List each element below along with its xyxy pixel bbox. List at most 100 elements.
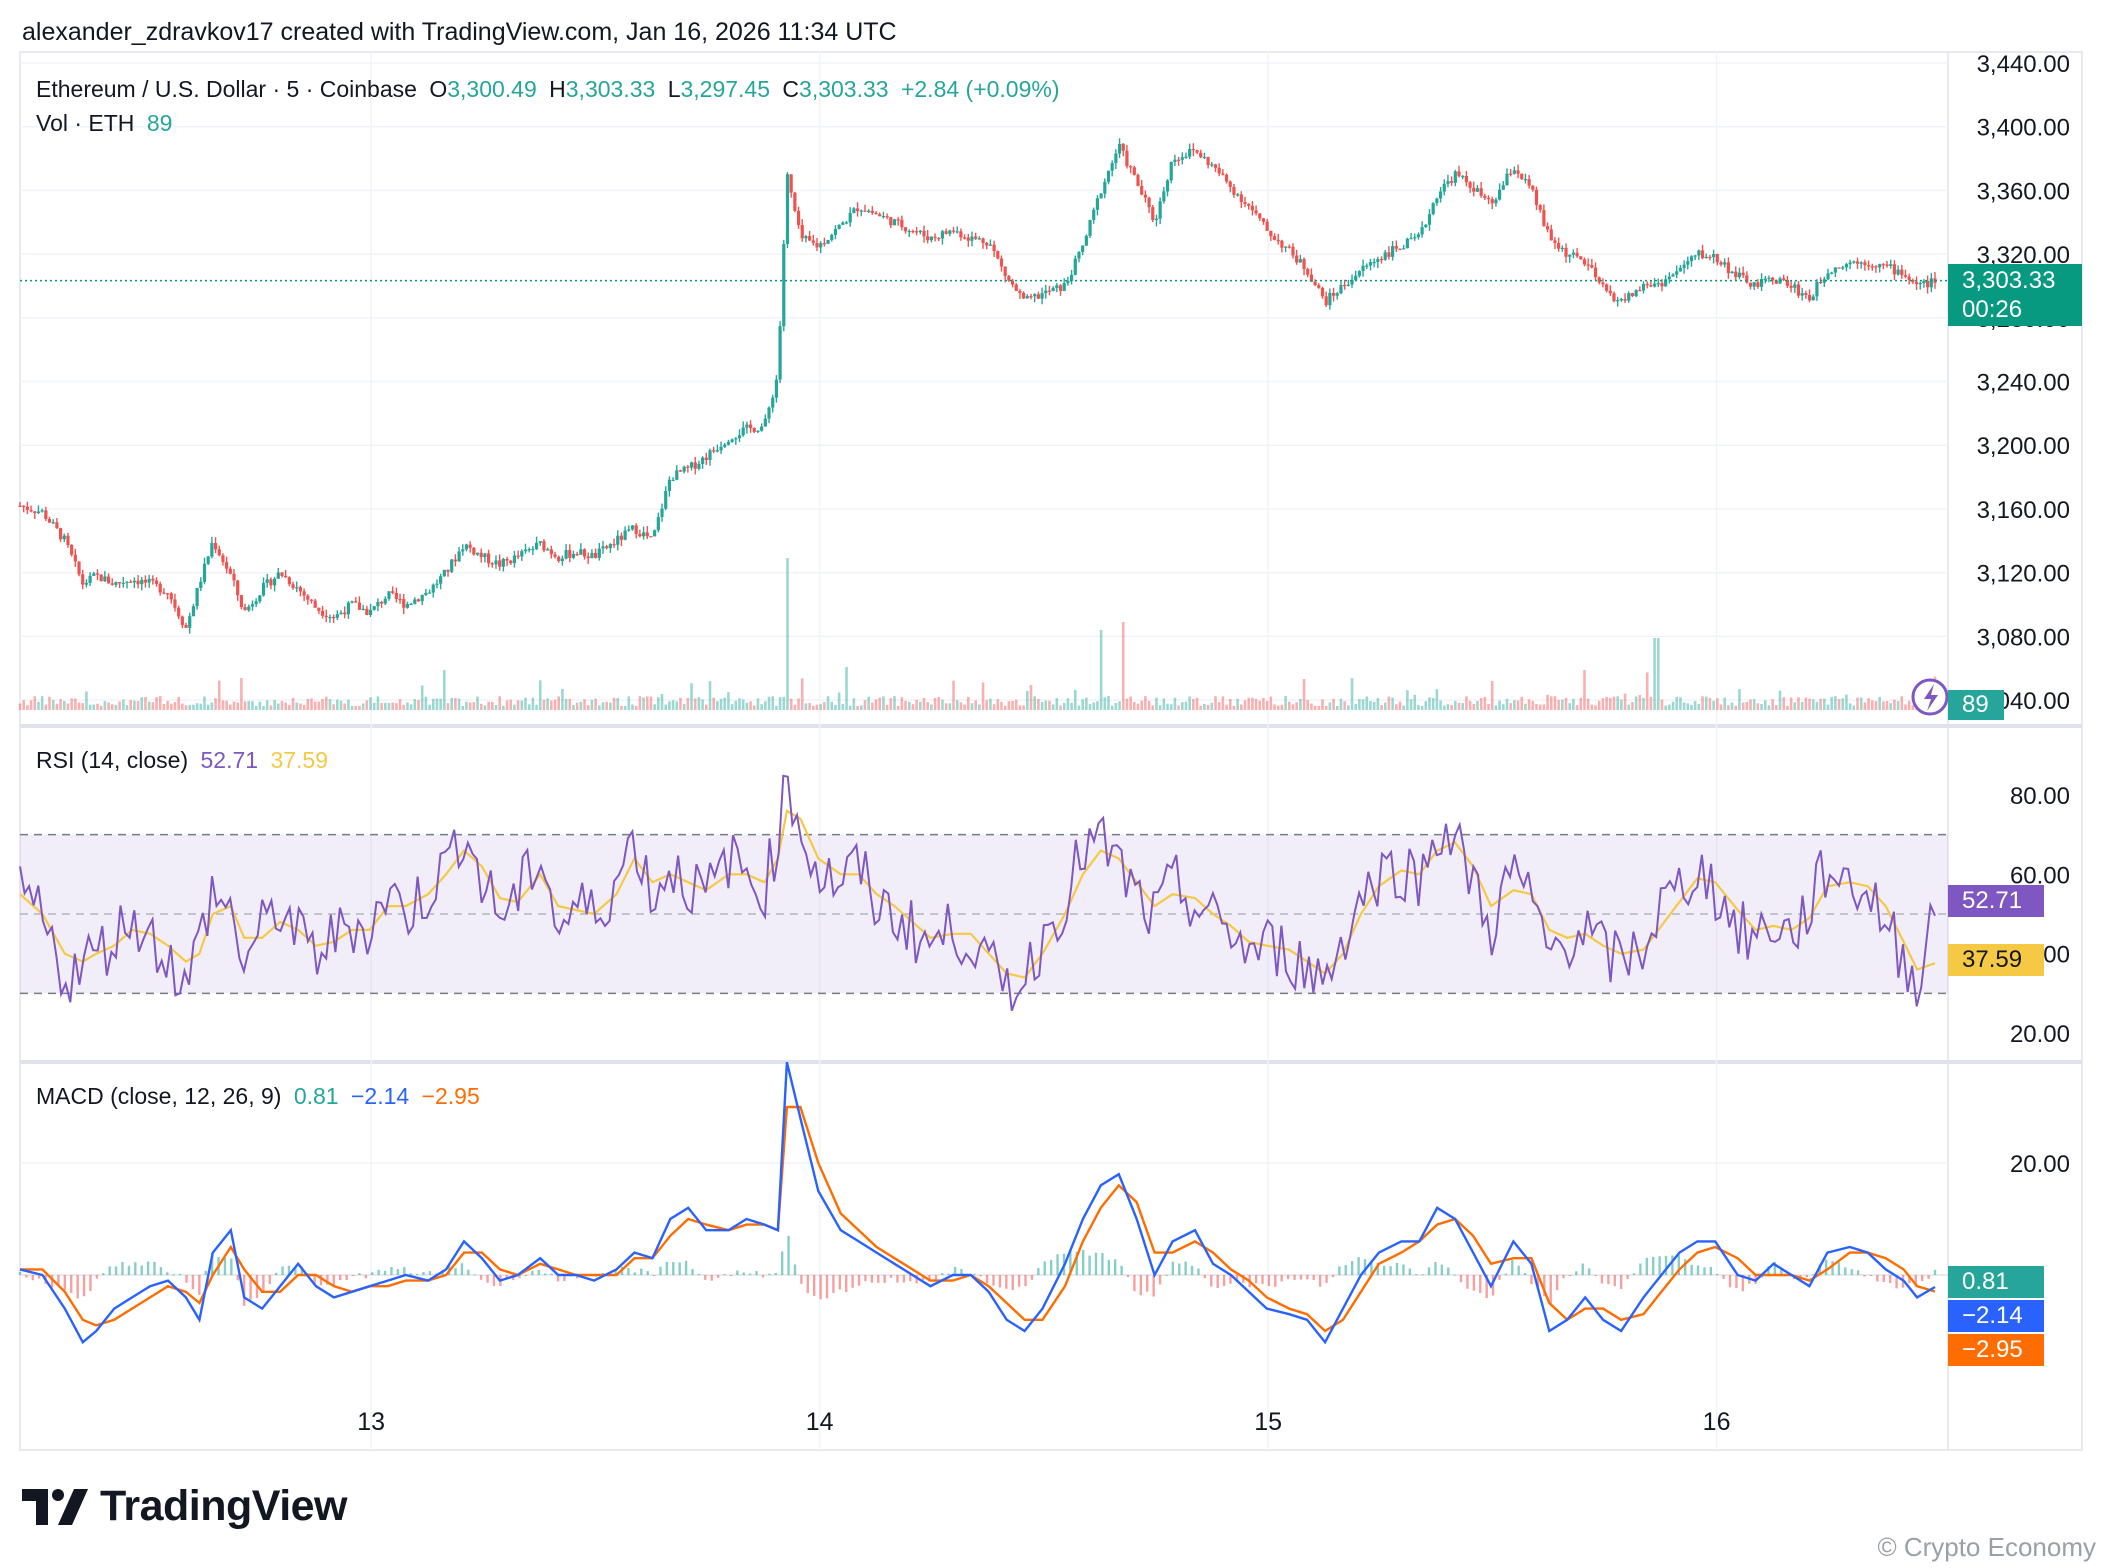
volume-bar	[1889, 703, 1893, 710]
volume-bar	[454, 697, 457, 710]
volume-bar	[1479, 698, 1483, 710]
macd-histogram-bar	[1581, 1263, 1584, 1275]
price-candle	[1247, 203, 1251, 206]
volume-bar	[513, 704, 516, 710]
price-candle	[723, 444, 727, 447]
volume-bar	[494, 705, 498, 710]
volume-bar	[834, 704, 837, 710]
volume-bar	[321, 698, 324, 710]
volume-bar	[1461, 703, 1465, 710]
price-candle	[1870, 266, 1874, 268]
price-candle	[1394, 246, 1398, 249]
macd-histogram-bar	[1222, 1275, 1226, 1287]
price-candle	[1486, 197, 1491, 200]
volume-bar	[317, 701, 321, 710]
volume-bar	[764, 701, 767, 710]
macd-label[interactable]: MACD (close, 12, 26, 9)	[36, 1083, 282, 1109]
price-candle	[1324, 296, 1328, 306]
volume-bar	[1018, 705, 1022, 710]
volume-bar	[1055, 698, 1059, 710]
high-value: 3,303.33	[565, 76, 656, 102]
volume-bar	[1114, 702, 1118, 710]
price-candle	[36, 511, 41, 514]
macd-histogram-bar	[1415, 1273, 1418, 1275]
price-candle	[232, 573, 236, 581]
price-candle	[1793, 284, 1797, 288]
macd-line	[19, 1061, 1936, 1345]
macd-histogram-bar	[902, 1275, 906, 1283]
volume-bar	[217, 680, 221, 710]
chart-canvas[interactable]: 13 14 15 163,440.003,400.003,360.003,320.00…	[0, 0, 2108, 1460]
macd-histogram-bar	[1888, 1275, 1892, 1284]
rsi-label[interactable]: RSI (14, close)	[36, 747, 189, 773]
price-candle	[140, 579, 144, 585]
macd-histogram-bar	[172, 1274, 175, 1276]
tradingview-logo-icon	[22, 1488, 88, 1525]
volume-bar	[1240, 704, 1243, 710]
price-candle	[1605, 284, 1609, 291]
volume-bar	[1561, 699, 1564, 710]
volume-bar	[819, 704, 822, 710]
price-candle	[1601, 282, 1605, 285]
price-candle	[774, 379, 779, 398]
volume-bar	[538, 680, 542, 710]
volume-bar	[1704, 696, 1708, 710]
volume-bar	[1173, 697, 1177, 710]
volume-bar	[505, 700, 509, 710]
price-candle	[424, 592, 428, 595]
macd-histogram-bar	[1850, 1269, 1853, 1275]
macd-histogram-bar	[313, 1275, 316, 1285]
volume-bar	[966, 696, 970, 710]
price-candle	[1660, 283, 1664, 287]
macd-histogram-bar	[1479, 1275, 1482, 1293]
volume-bar	[44, 704, 48, 710]
price-candle	[339, 612, 343, 615]
price-candle	[468, 544, 472, 548]
macd-histogram-bar	[691, 1269, 694, 1275]
price-candle	[317, 607, 321, 611]
macd-histogram-bar	[697, 1274, 701, 1276]
volume-bar	[1420, 705, 1424, 710]
symbol-name[interactable]: Ethereum / U.S. Dollar · 5 · Coinbase	[36, 76, 417, 102]
volume-bar	[1210, 702, 1214, 710]
price-candle	[686, 466, 690, 468]
volume-bar	[1697, 703, 1701, 710]
volume-bar	[428, 704, 431, 710]
volume-bar	[1051, 704, 1055, 710]
volume-bar	[1121, 622, 1125, 710]
volume-bar	[1350, 678, 1354, 710]
volume-bar	[1531, 700, 1535, 710]
macd-histogram-bar	[896, 1275, 899, 1283]
volume-bar	[852, 698, 856, 710]
price-candle	[1239, 194, 1243, 203]
price-candle	[402, 599, 406, 608]
price-candle	[287, 577, 291, 585]
price-candle	[1708, 256, 1712, 259]
volume-bar	[1129, 696, 1132, 710]
volume-bar	[1306, 699, 1310, 710]
tradingview-brand[interactable]: TradingView	[22, 1482, 348, 1531]
price-candle	[121, 582, 125, 585]
macd-histogram-bar	[1575, 1271, 1578, 1275]
volume-bar	[1376, 698, 1380, 710]
price-candle	[1593, 267, 1598, 278]
price-candle	[996, 251, 1000, 259]
volume-bar	[487, 701, 490, 710]
open-value: 3,300.49	[447, 76, 537, 102]
macd-histogram-bar	[1114, 1259, 1117, 1275]
volume-bar	[18, 703, 22, 710]
x-tick-label: 15	[1254, 1408, 1282, 1436]
volume-bar	[151, 702, 155, 710]
macd-histogram-bar	[825, 1275, 829, 1299]
price-candle	[767, 407, 771, 419]
volume-bar	[1472, 703, 1476, 710]
macd-histogram-bar	[1818, 1264, 1821, 1275]
price-candle	[1564, 247, 1568, 257]
volume-bar	[697, 697, 701, 710]
volume-label[interactable]: Vol · ETH	[36, 110, 135, 136]
macd-histogram-bar	[819, 1275, 822, 1300]
volume-bar	[597, 705, 601, 710]
volume-bar	[332, 704, 335, 710]
volume-bar	[1815, 701, 1819, 710]
price-candle	[1357, 271, 1361, 276]
